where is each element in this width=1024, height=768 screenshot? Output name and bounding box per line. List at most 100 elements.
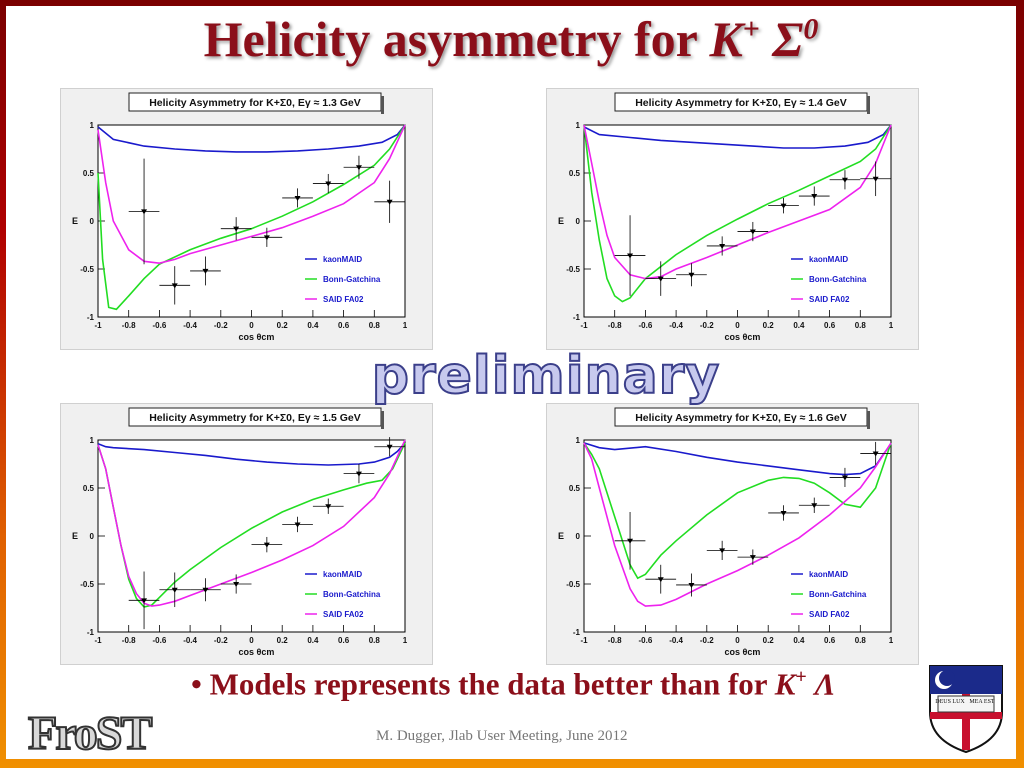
series-line-kaonmaid xyxy=(97,442,406,466)
chart-4: Helicity Asymmetry for K+Σ0, Eγ ≈ 1.6 Ge… xyxy=(558,407,894,657)
legend-label: Bonn-Gatchina xyxy=(323,590,381,599)
x-tick-label: 0.4 xyxy=(307,636,319,645)
data-point-marker xyxy=(657,276,664,282)
y-tick-label: -0.5 xyxy=(80,580,94,589)
crest-motto-right: MEA EST xyxy=(969,699,995,705)
y-tick-label: 0.5 xyxy=(83,169,95,178)
plot-area xyxy=(583,439,892,633)
bullet-lambda: Λ xyxy=(806,666,836,702)
series-line-said-fa02 xyxy=(583,124,892,280)
conclusion-bullet: • Models represents the data better than… xyxy=(191,666,835,702)
series-line-kaonmaid xyxy=(97,124,406,153)
series-line-kaonmaid xyxy=(583,442,892,476)
x-tick-label: -0.2 xyxy=(700,321,714,330)
plot-panel-3: Helicity Asymmetry for K+Σ0, Eγ ≈ 1.5 Ge… xyxy=(60,403,433,665)
x-tick-label: 0 xyxy=(249,636,254,645)
legend-label: SAID FA02 xyxy=(323,295,364,304)
x-tick-label: -0.2 xyxy=(700,636,714,645)
title-text: Helicity asymmetry for xyxy=(203,11,710,67)
y-tick-label: -1 xyxy=(573,313,581,322)
x-tick-label: -0.4 xyxy=(183,321,197,330)
data-point-marker xyxy=(202,587,209,593)
data-point-marker xyxy=(355,165,362,171)
legend-label: SAID FA02 xyxy=(323,610,364,619)
legend-label: kaonMAID xyxy=(809,570,848,579)
title-box-shadow xyxy=(381,96,384,114)
x-tick-label: -0.4 xyxy=(669,321,683,330)
data-point-marker xyxy=(627,253,634,259)
data-point-marker xyxy=(780,510,787,516)
crest-motto-left: DEUS LUX xyxy=(935,699,965,705)
data-point-marker xyxy=(141,598,148,604)
data-point-marker xyxy=(811,503,818,509)
x-tick-label: -0.8 xyxy=(608,636,622,645)
y-tick-label: 0 xyxy=(90,532,95,541)
x-axis-label: cos θcm xyxy=(725,332,761,342)
series-line-bonn-gatchina xyxy=(583,442,892,580)
x-tick-label: 0.8 xyxy=(369,321,381,330)
x-tick-label: 0.6 xyxy=(338,636,350,645)
x-tick-label: 0 xyxy=(735,321,740,330)
chart-3: Helicity Asymmetry for K+Σ0, Eγ ≈ 1.5 Ge… xyxy=(72,407,408,657)
data-point-marker xyxy=(263,235,270,241)
y-tick-label: 0.5 xyxy=(569,169,581,178)
x-tick-label: 0.6 xyxy=(824,321,836,330)
x-tick-label: 0 xyxy=(735,636,740,645)
y-axis-label: E xyxy=(72,216,78,226)
plot-panel-4: Helicity Asymmetry for K+Σ0, Eγ ≈ 1.6 Ge… xyxy=(546,403,919,665)
y-tick-label: 1 xyxy=(90,121,95,130)
x-tick-label: 0.6 xyxy=(824,636,836,645)
series-line-bonn-gatchina xyxy=(583,124,892,303)
x-axis-label: cos θcm xyxy=(239,647,275,657)
legend-label: Bonn-Gatchina xyxy=(323,275,381,284)
chart-title-box: Helicity Asymmetry for K+Σ0, Eγ ≈ 1.4 Ge… xyxy=(614,92,870,114)
data-point-marker xyxy=(294,195,301,201)
data-point-marker xyxy=(719,548,726,554)
university-crest-icon: DEUS LUX MEA EST xyxy=(929,665,1003,754)
x-tick-label: -0.4 xyxy=(183,636,197,645)
plot-area xyxy=(583,124,892,318)
x-tick-label: -1 xyxy=(580,321,588,330)
title-box-shadow xyxy=(867,96,870,114)
x-tick-label: 0.2 xyxy=(277,321,289,330)
y-tick-label: -0.5 xyxy=(80,265,94,274)
x-tick-label: 0.2 xyxy=(763,321,775,330)
data-point-marker xyxy=(233,226,240,232)
x-tick-label: 0.4 xyxy=(307,321,319,330)
x-tick-label: 0.4 xyxy=(793,321,805,330)
y-tick-label: 0 xyxy=(576,217,581,226)
data-point-marker xyxy=(263,542,270,548)
data-point-marker xyxy=(325,504,332,510)
x-tick-label: 1 xyxy=(403,636,408,645)
x-tick-label: 0.2 xyxy=(277,636,289,645)
data-point-marker xyxy=(171,283,178,289)
x-tick-label: -0.6 xyxy=(153,321,167,330)
legend-label: kaonMAID xyxy=(323,570,362,579)
plot-area xyxy=(97,124,406,318)
y-axis-label: E xyxy=(558,531,564,541)
bullet-text: • Models represents the data better than… xyxy=(191,666,775,702)
bullet-kaon: K xyxy=(774,666,796,702)
slide: Helicity asymmetry for K+ Σ0 Helicity As… xyxy=(6,6,1016,761)
data-point-marker xyxy=(749,229,756,235)
chart-title-box: Helicity Asymmetry for K+Σ0, Eγ ≈ 1.5 Ge… xyxy=(128,407,384,429)
data-point-marker xyxy=(386,444,393,450)
data-point-marker xyxy=(202,268,209,274)
series-line-said-fa02 xyxy=(583,442,892,607)
footer-citation: M. Dugger, Jlab User Meeting, June 2012 xyxy=(376,728,628,744)
data-point-marker xyxy=(780,203,787,209)
data-point-marker xyxy=(657,577,664,583)
title-kaon: K xyxy=(709,11,743,67)
x-axis-label: cos θcm xyxy=(725,647,761,657)
x-tick-label: -0.2 xyxy=(214,321,228,330)
y-tick-label: -1 xyxy=(87,313,95,322)
x-tick-label: 0.2 xyxy=(763,636,775,645)
chart-title: Helicity Asymmetry for K+Σ0, Eγ ≈ 1.5 Ge… xyxy=(149,412,361,424)
slide-title: Helicity asymmetry for K+ Σ0 xyxy=(6,10,1016,68)
legend-label: SAID FA02 xyxy=(809,610,850,619)
title-sigma: Σ xyxy=(772,11,804,67)
legend-label: Bonn-Gatchina xyxy=(809,590,867,599)
data-point-marker xyxy=(171,587,178,593)
y-tick-label: -0.5 xyxy=(566,265,580,274)
